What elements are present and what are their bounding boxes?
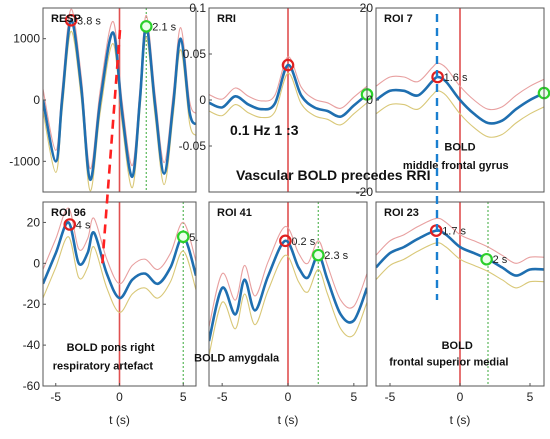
peak-lag-label: 1.6 s	[444, 72, 468, 84]
panel-annotation: BOLD	[442, 340, 473, 352]
mean-series-line	[43, 221, 196, 300]
red-dashed-guide	[100, 29, 122, 269]
y-tick-label: -0.05	[179, 139, 207, 153]
peak-lag-label: 2.3 s	[324, 250, 348, 262]
mean-series-line	[376, 229, 544, 277]
panel-annotation: BOLD	[444, 142, 475, 154]
y-tick-label: 0	[33, 93, 40, 107]
peak-lag-label: 0.2 s	[291, 236, 315, 248]
lower-bound-line	[209, 254, 367, 356]
y-tick-label: -60	[23, 379, 41, 393]
y-tick-label: 0	[33, 256, 40, 270]
upper-bound-line	[43, 207, 196, 285]
x-axis-label: t (s)	[450, 413, 471, 427]
x-tick-label: 5	[527, 390, 534, 404]
upper-bound-line	[209, 56, 367, 109]
chart-panel-3: 1.6 s -20 0 20 ROI 7 BOLD middle frontal gyrus	[356, 1, 550, 199]
green-peak-marker	[480, 252, 493, 266]
y-tick-label: 1000	[13, 32, 40, 46]
peak-lag-label: 3.8 s	[77, 15, 101, 27]
mean-series-line	[209, 239, 367, 342]
x-tick-label: -5	[385, 390, 396, 404]
red-peak-marker	[279, 234, 292, 248]
green-peak-marker	[139, 20, 153, 33]
lower-bound-line	[376, 90, 544, 138]
panel-annotation: BOLD pons right	[67, 342, 155, 354]
red-peak-marker	[63, 218, 77, 231]
panel-annotation: frontal superior medial	[389, 357, 508, 369]
chart-panel-5: 0.2 s 2.3 s -5 0 5 t (s) ROI 41 BOLD amygdala	[194, 201, 368, 427]
mean-series-line	[376, 75, 544, 125]
y-tick-label: 0.1	[189, 1, 206, 15]
y-tick-label: 0	[366, 93, 373, 107]
x-tick-label: 5	[180, 390, 187, 404]
y-tick-label: 20	[27, 215, 41, 229]
y-tick-label: 20	[360, 1, 374, 15]
red-peak-marker	[64, 13, 78, 27]
panel-annotation: BOLD amygdala	[194, 352, 280, 364]
y-tick-label: -1000	[9, 154, 40, 168]
x-tick-label: 5	[350, 390, 357, 404]
y-tick-label: 0.05	[183, 47, 207, 61]
mean-series-line	[209, 63, 367, 118]
green-peak-marker	[311, 248, 325, 262]
x-tick-label: 0	[116, 390, 123, 404]
panel-annotation: 0.1 Hz 1 :3	[230, 122, 299, 138]
panel-title: RESP	[51, 13, 81, 25]
figure-headline: Vascular BOLD precedes RRI	[236, 167, 431, 183]
mean-series-line	[43, 18, 196, 182]
lower-bound-line	[209, 72, 367, 126]
green-peak-marker	[176, 230, 190, 244]
figure-overlay: Vascular BOLD precedes RRI	[100, 14, 439, 300]
chart-panel-1: 3.8 s 2.1 s -1000 0 1000 RESP	[9, 7, 197, 193]
panel-title: RRI	[217, 13, 236, 25]
lower-bound-line	[43, 236, 196, 313]
peak-lag-label: 1.7 s	[442, 226, 466, 238]
panel-annotation: respiratory artefact	[53, 361, 154, 373]
chart-panel-4: 4 s 5. -60 -40 -20 0 20 -5 0 5 t (s) ROI 96 BOLD pon…	[23, 201, 198, 427]
peak-lag-label: 4 s	[76, 219, 91, 231]
y-tick-label: -20	[356, 185, 374, 199]
chart-panel-6: 1.7 s 2 s -5 0 5 t (s) ROI 23 BOLD frontal super…	[375, 201, 545, 427]
x-tick-label: -5	[217, 390, 228, 404]
x-tick-label: -5	[50, 390, 61, 404]
y-tick-label: -20	[23, 297, 41, 311]
chart-panel-2: -0.05 0 0.05 0.1 RRI 0.1 Hz 1 :3	[179, 1, 374, 193]
panel-title: ROI 7	[384, 13, 413, 25]
chart-panels: 3.8 s 2.1 s -1000 0 1000 RESP -0.05 0 0.05 0.1 RRI…	[9, 1, 550, 427]
panel-title: ROI 23	[384, 207, 419, 219]
y-tick-label: 0	[199, 93, 206, 107]
peak-lag-label: 2.1 s	[152, 21, 176, 33]
y-tick-label: -40	[23, 338, 41, 352]
peak-lag-label: 5.	[189, 232, 198, 244]
x-axis-label: t (s)	[109, 413, 130, 427]
panel-annotation: middle frontal gyrus	[403, 160, 509, 172]
panel-title: ROI 96	[51, 207, 86, 219]
x-tick-label: 0	[457, 390, 464, 404]
upper-bound-line	[376, 62, 544, 111]
panel-title: ROI 41	[217, 207, 252, 219]
x-tick-label: 0	[285, 390, 292, 404]
upper-bound-line	[376, 217, 544, 264]
x-axis-label: t (s)	[278, 413, 299, 427]
peak-lag-label: 2 s	[493, 254, 508, 266]
red-peak-marker	[281, 58, 295, 72]
lower-bound-line	[376, 242, 544, 289]
upper-bound-line	[209, 225, 367, 327]
